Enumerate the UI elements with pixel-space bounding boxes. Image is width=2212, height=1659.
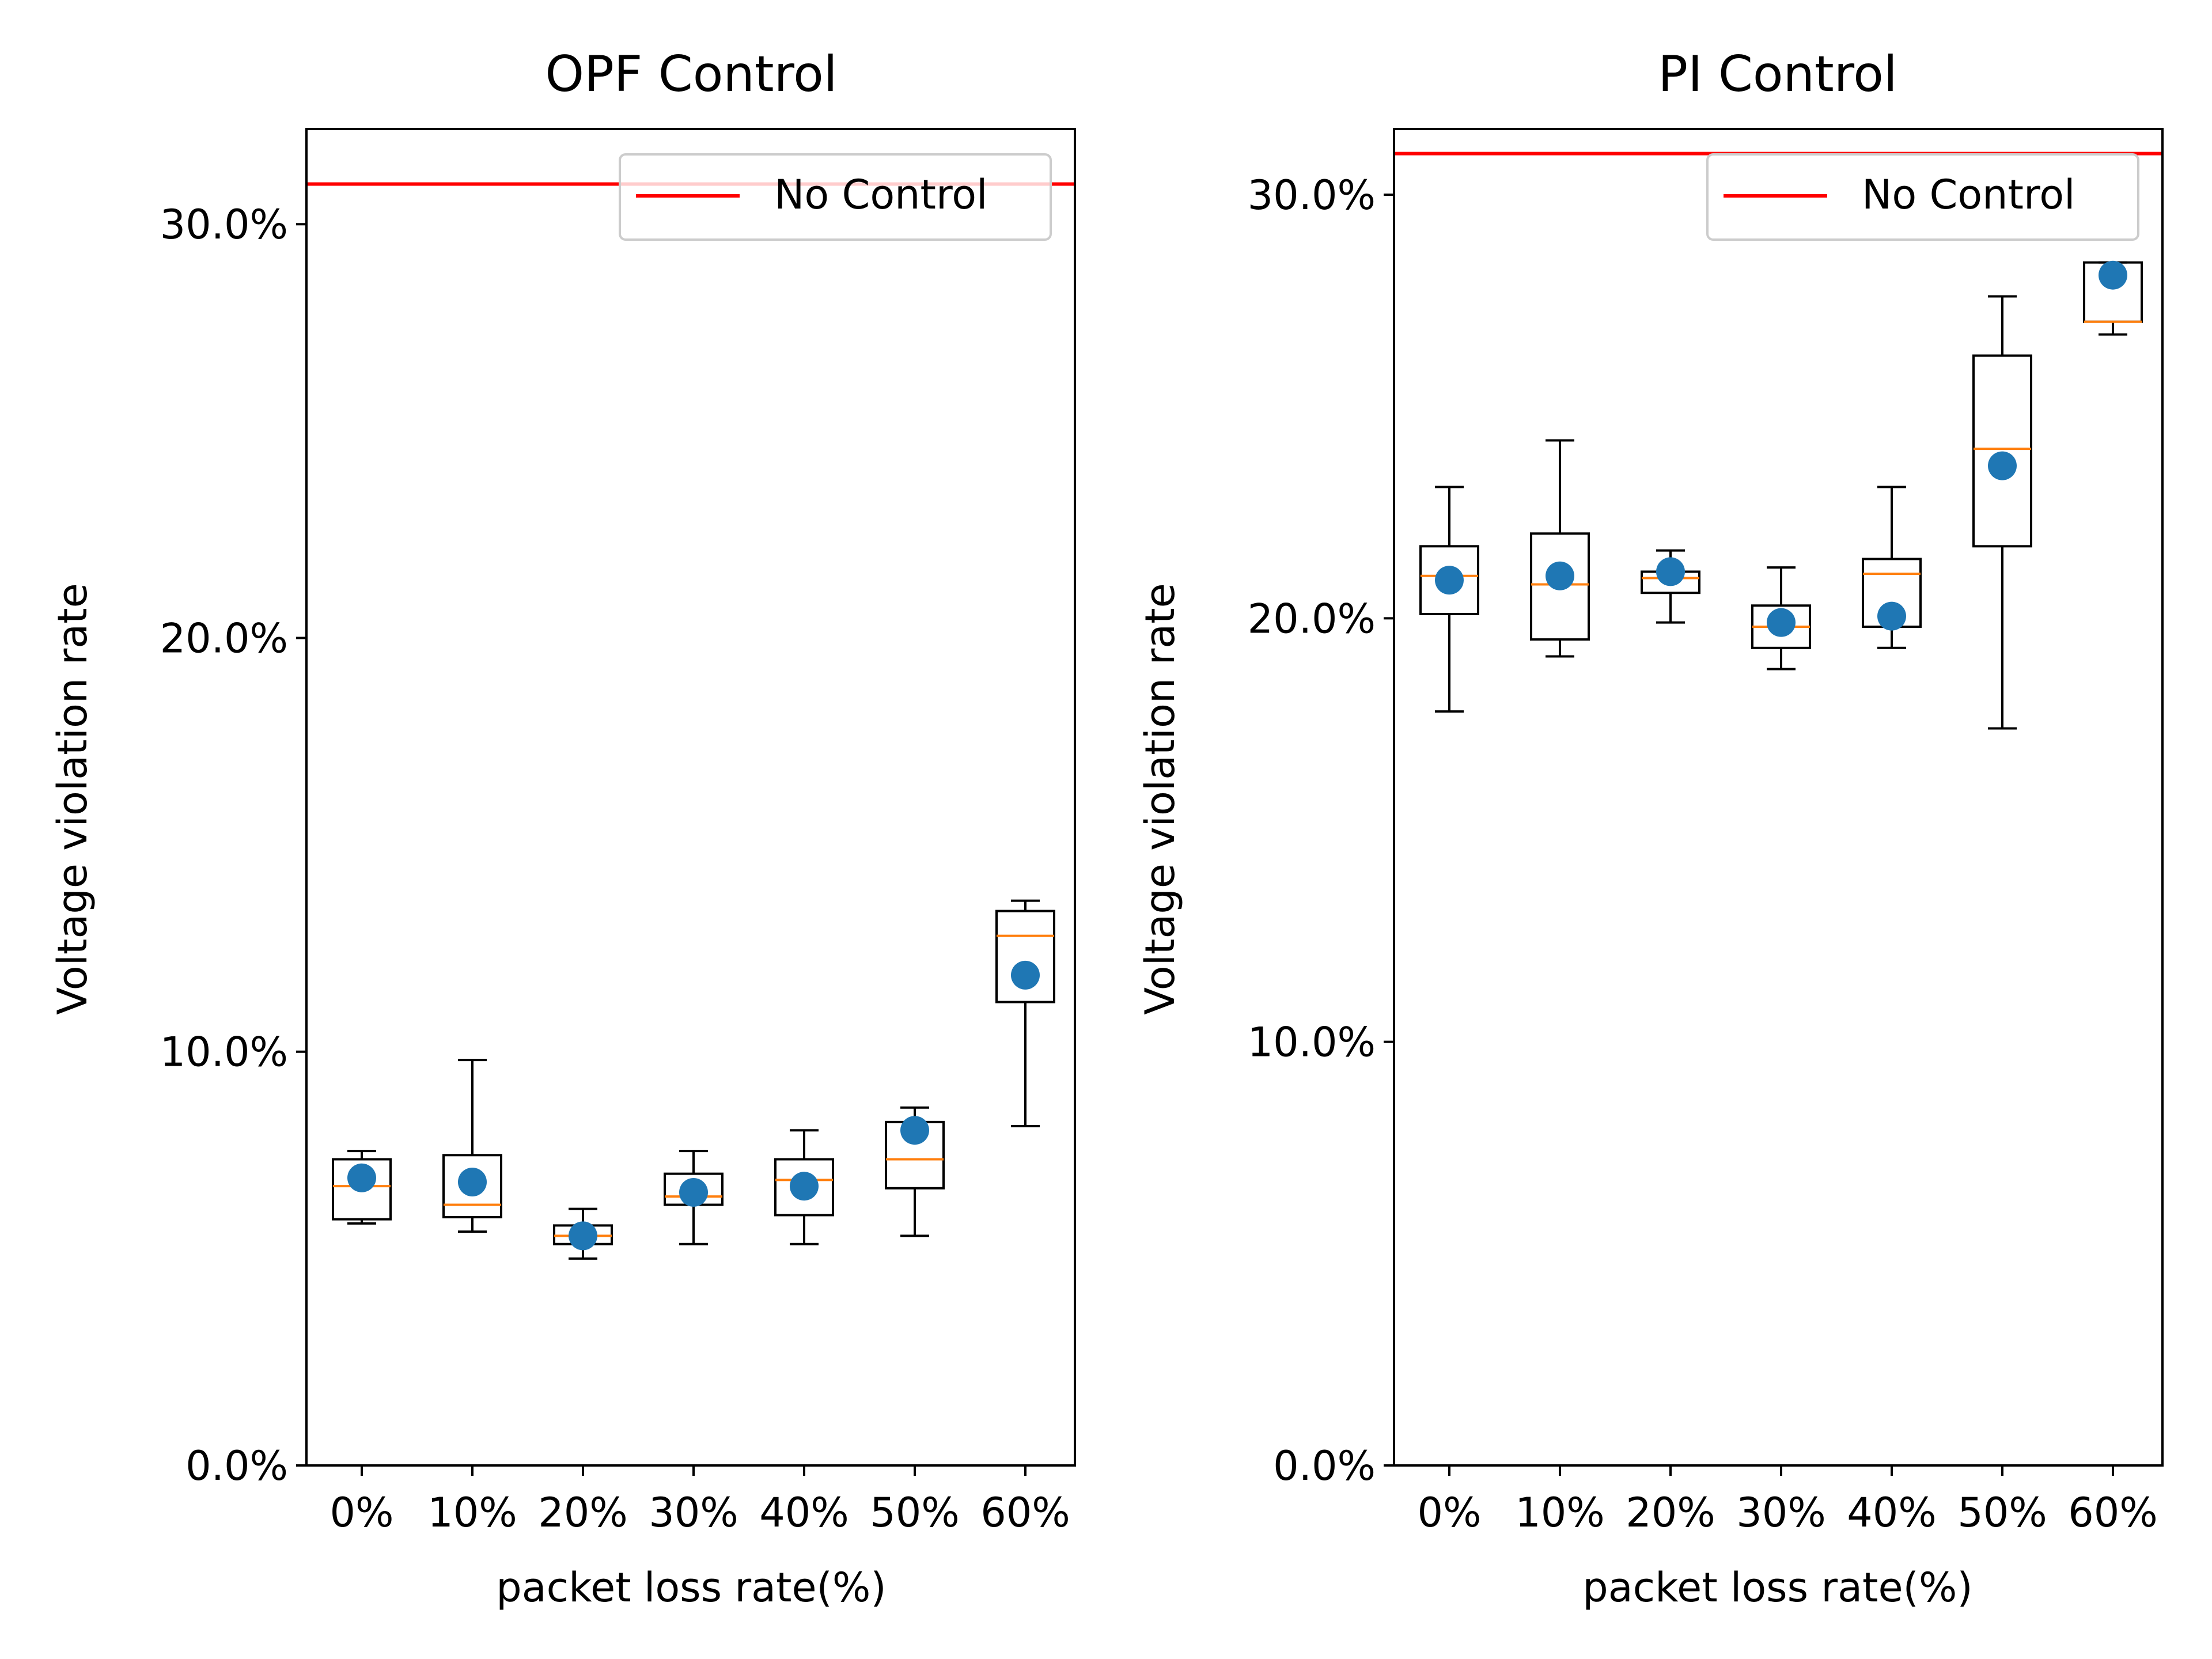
opf-y-axis-label: Voltage violation rate xyxy=(49,583,96,1014)
pi-mean-point xyxy=(1656,557,1685,586)
pi-box-3 xyxy=(1751,566,1811,671)
pi-y-axis-label: Voltage violation rate xyxy=(1137,583,1184,1014)
opf-mean-point xyxy=(900,1116,929,1145)
opf-x-tick-label: 0% xyxy=(329,1489,393,1536)
pi-legend-box xyxy=(1706,153,2139,241)
opf-box-5 xyxy=(885,1106,945,1237)
pi-mean-point xyxy=(1767,608,1796,637)
opf-plot-marks: 0.0% 10.0% 20.0% 30.0% 0% 10% 20% 30% 40% 50% 60% xyxy=(160,182,1075,1536)
pi-x-tick-label: 20% xyxy=(1626,1489,1715,1536)
opf-y-tick-label: 20.0% xyxy=(160,615,288,662)
pi-mean-point xyxy=(1877,601,1906,631)
opf-legend: No Control xyxy=(619,153,1052,241)
pi-box-6 xyxy=(2083,260,2143,336)
pi-plot-marks: 0.0% 10.0% 20.0% 30.0% 0% 10% 20% 30% 40% 50% 60% xyxy=(1248,151,2162,1536)
pi-mean-point xyxy=(1546,561,1574,590)
pi-x-tick-label: 60% xyxy=(2068,1489,2158,1536)
pi-box-body xyxy=(1972,354,2032,548)
pi-box-body xyxy=(1419,545,1479,615)
opf-box-6 xyxy=(995,899,1055,1128)
pi-y-tick-label: 10.0% xyxy=(1248,1019,1376,1066)
pi-mean-point xyxy=(1988,451,2017,480)
opf-chart-title: OPF Control xyxy=(545,46,837,103)
opf-x-tick-label: 10% xyxy=(427,1489,517,1536)
opf-mean-point xyxy=(1011,960,1040,990)
opf-mean-point xyxy=(679,1177,708,1207)
pi-box-0 xyxy=(1419,486,1479,713)
pi-x-tick-label: 10% xyxy=(1515,1489,1605,1536)
opf-box-1 xyxy=(442,1059,502,1233)
pi-y-tick-label: 30.0% xyxy=(1248,172,1376,219)
opf-x-tick-label: 20% xyxy=(538,1489,628,1536)
opf-box-body xyxy=(332,1158,392,1221)
opf-mean-point xyxy=(790,1172,819,1201)
pi-box-4 xyxy=(1862,486,1922,649)
pi-plot-frame xyxy=(1393,128,2164,1467)
opf-box-2 xyxy=(553,1207,613,1260)
pi-box-body xyxy=(1530,532,1590,641)
opf-y-tick-label: 10.0% xyxy=(160,1029,288,1076)
opf-mean-point xyxy=(458,1167,487,1196)
opf-legend-box xyxy=(619,153,1052,241)
opf-mean-point xyxy=(569,1221,597,1251)
opf-y-tick-label: 30.0% xyxy=(160,201,288,248)
opf-x-tick-label: 40% xyxy=(759,1489,849,1536)
opf-box-body xyxy=(995,910,1055,1003)
pi-box-1 xyxy=(1530,439,1590,658)
opf-y-tick-label: 0.0% xyxy=(185,1442,288,1490)
pi-mean-point xyxy=(1435,566,1464,595)
pi-x-tick-label: 0% xyxy=(1417,1489,1481,1536)
pi-chart-title: PI Control xyxy=(1658,46,1897,103)
opf-box-body xyxy=(774,1158,834,1217)
opf-control-panel: OPF Control Voltage violation rate packe… xyxy=(49,46,1076,1611)
opf-box-body xyxy=(442,1154,502,1219)
pi-legend-label: No Control xyxy=(1862,171,2075,218)
opf-x-tick-label: 60% xyxy=(980,1489,1070,1536)
pi-x-tick-label: 40% xyxy=(1847,1489,1937,1536)
opf-plot-frame xyxy=(305,128,1076,1467)
pi-box-5 xyxy=(1972,295,2032,730)
pi-x-tick-label: 50% xyxy=(1957,1489,2047,1536)
pi-y-tick-label: 0.0% xyxy=(1273,1442,1376,1490)
pi-y-tick-label: 20.0% xyxy=(1248,595,1376,642)
pi-mean-point xyxy=(2099,260,2127,290)
opf-box-3 xyxy=(664,1150,724,1245)
pi-x-axis-label: packet loss rate(%) xyxy=(1582,1564,1972,1611)
opf-x-tick-label: 50% xyxy=(870,1489,960,1536)
opf-x-tick-label: 30% xyxy=(649,1489,738,1536)
opf-x-axis-label: packet loss rate(%) xyxy=(496,1564,886,1611)
opf-box-0 xyxy=(332,1150,392,1225)
opf-box-4 xyxy=(774,1129,834,1245)
opf-mean-point xyxy=(347,1163,376,1192)
opf-legend-label: No Control xyxy=(774,171,987,218)
pi-legend: No Control xyxy=(1706,153,2139,241)
pi-x-tick-label: 30% xyxy=(1736,1489,1826,1536)
pi-box-2 xyxy=(1641,549,1700,624)
pi-control-panel: PI Control Voltage violation rate packet… xyxy=(1137,46,2164,1611)
